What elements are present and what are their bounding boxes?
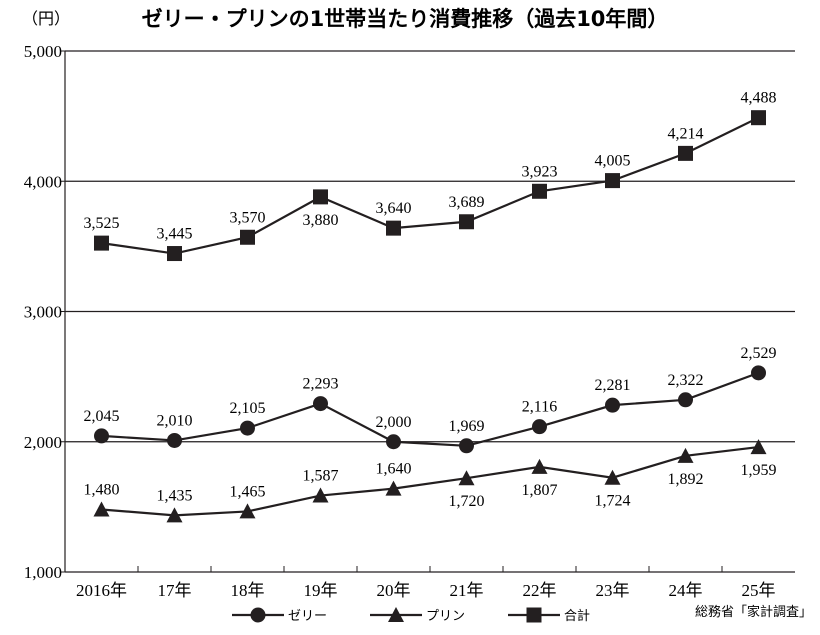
data-label-jelly: 2,116 bbox=[522, 399, 557, 416]
legend-label-pudding: プリン bbox=[426, 609, 465, 624]
x-tick-label: 21年 bbox=[450, 581, 484, 600]
data-point-total bbox=[94, 235, 109, 251]
data-label-jelly: 2,105 bbox=[230, 400, 266, 417]
data-label-pudding: 1,465 bbox=[230, 483, 266, 500]
legend-label-jelly: ゼリー bbox=[288, 609, 327, 624]
x-tick-label: 24年 bbox=[669, 581, 703, 600]
data-label-total: 4,005 bbox=[595, 153, 631, 170]
data-point-pudding bbox=[312, 487, 329, 503]
y-tick-label: 3,000 bbox=[24, 303, 62, 322]
x-tick-label: 18年 bbox=[231, 581, 265, 600]
x-tick-label: 22年 bbox=[523, 581, 557, 600]
legend-marker-jelly bbox=[250, 607, 266, 623]
data-label-total: 3,570 bbox=[230, 209, 266, 226]
data-point-jelly bbox=[459, 438, 474, 454]
data-label-jelly: 2,529 bbox=[741, 345, 777, 362]
data-point-pudding bbox=[458, 470, 475, 486]
data-point-jelly bbox=[167, 432, 182, 448]
y-tick-label: 2,000 bbox=[24, 433, 62, 452]
data-label-total: 3,525 bbox=[84, 215, 120, 232]
data-point-total bbox=[386, 220, 401, 236]
data-label-jelly: 2,000 bbox=[376, 414, 412, 431]
series-line-total bbox=[101, 116, 759, 255]
data-point-total bbox=[751, 110, 766, 126]
data-point-pudding bbox=[750, 439, 767, 455]
data-point-pudding bbox=[531, 458, 548, 474]
data-point-jelly bbox=[386, 434, 401, 450]
x-tick-label: 23年 bbox=[596, 581, 630, 600]
x-tick-label: 20年 bbox=[377, 581, 411, 600]
data-label-total: 3,445 bbox=[157, 226, 193, 243]
legend-marker-pudding bbox=[388, 607, 404, 622]
data-label-pudding: 1,892 bbox=[668, 471, 704, 488]
data-point-pudding bbox=[385, 480, 402, 496]
data-label-total: 4,214 bbox=[668, 125, 704, 142]
data-label-jelly: 1,969 bbox=[449, 418, 485, 435]
data-point-total bbox=[313, 189, 328, 205]
y-unit-label: （円） bbox=[22, 10, 70, 28]
data-point-total bbox=[240, 229, 255, 245]
x-tick-label: 2016年 bbox=[76, 581, 127, 600]
data-label-jelly: 2,010 bbox=[157, 412, 193, 429]
source-note: 総務省「家計調査」 bbox=[695, 604, 812, 620]
data-point-total bbox=[605, 173, 620, 189]
data-point-total bbox=[678, 145, 693, 161]
chart-title: ゼリー・プリンの1世帯当たり消費推移（過去10年間） bbox=[142, 7, 669, 31]
series-line-pudding bbox=[101, 445, 759, 517]
data-label-pudding: 1,480 bbox=[84, 481, 120, 498]
data-label-pudding: 1,724 bbox=[595, 493, 631, 510]
data-label-total: 4,488 bbox=[741, 90, 777, 107]
x-tick-label: 17年 bbox=[158, 581, 192, 600]
data-label-jelly: 2,293 bbox=[303, 376, 339, 393]
data-label-jelly: 2,322 bbox=[668, 372, 704, 389]
data-label-pudding: 1,587 bbox=[303, 468, 339, 485]
data-point-jelly bbox=[532, 419, 547, 435]
x-tick-label: 19年 bbox=[304, 581, 338, 600]
data-label-jelly: 2,045 bbox=[84, 408, 120, 425]
series-line-jelly bbox=[101, 371, 759, 447]
y-tick-label: 5,000 bbox=[24, 42, 62, 61]
data-point-pudding bbox=[166, 507, 183, 523]
data-label-total: 3,880 bbox=[303, 212, 339, 229]
data-label-total: 3,923 bbox=[522, 163, 558, 180]
data-label-total: 3,640 bbox=[376, 200, 412, 217]
data-point-jelly bbox=[751, 365, 766, 381]
data-point-pudding bbox=[604, 469, 621, 485]
data-point-total bbox=[167, 246, 182, 262]
y-tick-label: 4,000 bbox=[24, 172, 62, 191]
data-point-pudding bbox=[93, 501, 110, 517]
legend-marker-total bbox=[526, 607, 542, 623]
data-point-jelly bbox=[605, 397, 620, 413]
data-label-total: 3,689 bbox=[449, 194, 485, 211]
legend-label-total: 合計 bbox=[564, 608, 590, 624]
data-label-pudding: 1,640 bbox=[376, 461, 412, 478]
data-point-pudding bbox=[239, 503, 256, 519]
y-tick-label: 1,000 bbox=[24, 563, 62, 582]
data-point-jelly bbox=[94, 428, 109, 444]
data-label-pudding: 1,720 bbox=[449, 493, 485, 510]
x-tick-label: 25年 bbox=[742, 581, 776, 600]
data-point-total bbox=[459, 214, 474, 230]
data-point-jelly bbox=[678, 392, 693, 408]
data-point-jelly bbox=[313, 396, 328, 412]
data-label-pudding: 1,435 bbox=[157, 487, 193, 504]
data-point-pudding bbox=[677, 447, 694, 463]
data-point-jelly bbox=[240, 420, 255, 436]
data-label-pudding: 1,959 bbox=[741, 462, 777, 479]
data-label-jelly: 2,281 bbox=[595, 377, 631, 394]
data-label-pudding: 1,807 bbox=[522, 482, 558, 499]
data-point-total bbox=[532, 183, 547, 199]
